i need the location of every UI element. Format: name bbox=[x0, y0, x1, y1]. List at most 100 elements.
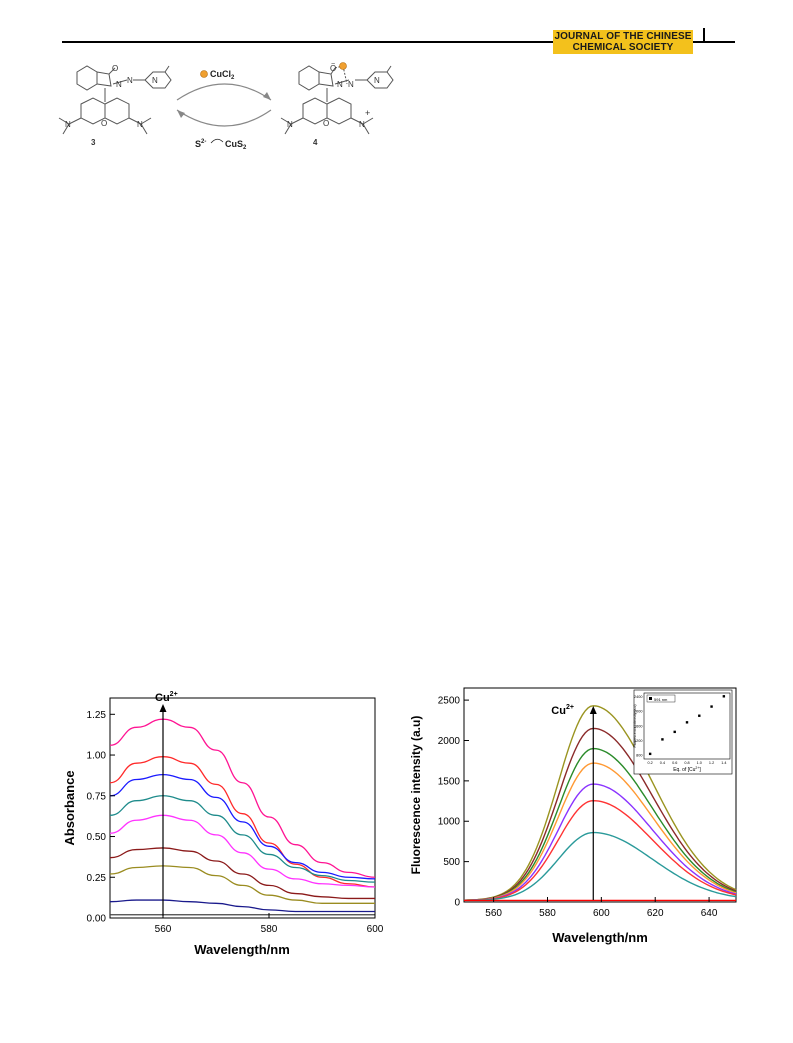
absorbance-series-2 bbox=[109, 756, 376, 888]
fluorescence-y-tick-label: 2500 bbox=[438, 696, 461, 707]
inset-y-tick-label: 1600 bbox=[634, 724, 642, 728]
fluorescence-series-4 bbox=[464, 762, 737, 901]
fluorescence-series-2 bbox=[463, 727, 737, 901]
fluorescence-series-6 bbox=[463, 799, 737, 901]
absorbance-x-tick-label: 600 bbox=[367, 924, 384, 935]
absorbance-y-tick-label: 0.50 bbox=[87, 832, 107, 843]
header-rule bbox=[62, 41, 735, 43]
reverse-arrowhead bbox=[177, 110, 185, 118]
absorbance-series-6 bbox=[109, 847, 375, 900]
journal-title-line2: CHEMICAL SOCIETY bbox=[572, 42, 674, 53]
inset-y-tick-label: 1200 bbox=[634, 739, 642, 743]
inset-y-label: Fluorescence intensity (a.u) bbox=[633, 705, 637, 748]
absorbance-series-8 bbox=[109, 899, 375, 913]
sulfide-label: S2- bbox=[195, 139, 206, 149]
fluorescence-y-tick-label: 2000 bbox=[438, 736, 461, 747]
inset-x-tick-label: 1.2 bbox=[709, 761, 714, 765]
header-tick bbox=[703, 28, 705, 42]
fluorescence-x-tick-label: 620 bbox=[647, 908, 664, 919]
absorbance-series-4 bbox=[109, 795, 376, 883]
absorbance-y-tick-label: 0.00 bbox=[87, 914, 107, 925]
inset-x-tick-label: 0.4 bbox=[660, 761, 665, 765]
absorbance-x-label: Wavelength/nm bbox=[194, 942, 290, 957]
absorbance-y-label: Absorbance bbox=[62, 770, 77, 845]
reaction-scheme: O N N N O N N 3 CuCl2 S2- CuS2 O − N N N… bbox=[58, 61, 394, 151]
inset-chart: 591 nm 0.2 0.4 0.6 0.8 1.0 1.2 1.4 800 1200 1600 2… bbox=[633, 689, 733, 775]
xanthene-o-left: O bbox=[101, 119, 107, 128]
absorbance-y-tick-label: 1.25 bbox=[87, 710, 107, 721]
inset-point bbox=[710, 705, 713, 708]
fluorescence-x-tick-label: 580 bbox=[539, 908, 556, 919]
amine-n-left-b: N bbox=[137, 120, 143, 129]
fluorescence-plot-frame bbox=[463, 687, 737, 903]
cus2-label: CuS2 bbox=[225, 139, 247, 151]
compound-3-structure bbox=[58, 65, 172, 135]
forward-arrow bbox=[176, 83, 272, 101]
inset-legend-marker bbox=[649, 697, 652, 700]
inset-y-tick-label: 800 bbox=[636, 754, 642, 758]
pyridine-n-left: N bbox=[152, 76, 158, 85]
compound-3-label: 3 bbox=[91, 138, 96, 147]
copper-dot-icon bbox=[200, 70, 208, 78]
inset-plot-frame bbox=[643, 692, 731, 760]
compound-4-structure bbox=[280, 65, 394, 135]
inset-point bbox=[661, 738, 664, 741]
journal-title-line1: JOURNAL OF THE CHINESE bbox=[554, 31, 692, 42]
fluorescence-y-tick-label: 500 bbox=[443, 857, 460, 868]
fluorescence-y-tick-label: 0 bbox=[454, 898, 460, 909]
forward-arrowhead bbox=[263, 92, 271, 100]
fluorescence-x-label: Wavelength/nm bbox=[552, 930, 648, 945]
inset-point bbox=[673, 730, 676, 734]
fluorescence-arrowhead bbox=[589, 706, 597, 714]
absorbance-arrowhead bbox=[159, 704, 167, 712]
absorbance-y-tick-label: 1.00 bbox=[87, 751, 107, 762]
plus-charge: + bbox=[365, 108, 370, 118]
fluorescence-x-tick-label: 600 bbox=[593, 908, 610, 919]
inset-y-tick-label: 2000 bbox=[634, 710, 642, 714]
hydrazone-n-right: N bbox=[127, 76, 133, 85]
fluorescence-x-tick-label: 560 bbox=[485, 908, 502, 919]
fluorescence-series-7 bbox=[464, 831, 737, 901]
inset-x-label: Eq. of [Cu2+] bbox=[673, 766, 701, 773]
inset-point bbox=[722, 695, 726, 698]
inset-x-tick-label: 0.2 bbox=[648, 761, 653, 765]
fluorescence-y-label: Fluorescence intensity (a.u) bbox=[409, 716, 423, 875]
compound-4-label: 4 bbox=[313, 138, 318, 147]
fluorescence-series-5 bbox=[463, 783, 737, 901]
absorbance-plot-frame bbox=[109, 697, 376, 919]
fluorescence-x-tick-label: 640 bbox=[701, 908, 718, 919]
fluorescence-series-1 bbox=[463, 705, 737, 901]
inset-point bbox=[648, 752, 652, 756]
absorbance-series-1 bbox=[109, 718, 376, 878]
inset-x-tick-label: 1.4 bbox=[721, 761, 726, 765]
absorbance-chart: 560 580 600 0.00 0.25 0.50 0.75 1.00 1.25 Cu2+ W… bbox=[62, 691, 384, 957]
inset-frame bbox=[633, 689, 733, 775]
sulfide-curved-arrow bbox=[210, 138, 224, 144]
cucl2-label: CuCl2 bbox=[210, 69, 235, 81]
xanthene-o-right: O bbox=[323, 119, 329, 128]
fluorescence-y-tick-label: 1000 bbox=[438, 817, 461, 828]
absorbance-series-7 bbox=[109, 865, 375, 904]
inset-x-tick-label: 1.0 bbox=[697, 761, 702, 765]
amine-n-left-a: N bbox=[65, 120, 71, 129]
inset-legend-box bbox=[646, 694, 676, 703]
carbonyl-o-label: O bbox=[112, 64, 118, 73]
fluorescence-y-tick-label: 1500 bbox=[438, 776, 461, 787]
inset-point bbox=[685, 721, 689, 724]
absorbance-x-tick-label: 580 bbox=[261, 924, 278, 935]
inset-legend-text: 591 nm bbox=[654, 697, 668, 702]
inset-x-tick-label: 0.6 bbox=[672, 761, 677, 765]
absorbance-y-tick-label: 0.75 bbox=[87, 791, 107, 802]
inset-y-tick-label: 2400 bbox=[634, 695, 642, 699]
phenolate-o-label: O bbox=[330, 64, 336, 73]
absorbance-x-tick-label: 560 bbox=[155, 924, 172, 935]
absorbance-cu-label: Cu2+ bbox=[155, 691, 178, 704]
inset-point bbox=[698, 714, 701, 717]
hydrazone-n-left: N bbox=[116, 80, 122, 89]
complex-n-left: N bbox=[337, 80, 343, 89]
amine-n-right-b: N bbox=[359, 120, 365, 129]
fluorescence-chart: 560 580 600 620 640 0 500 1000 1500 2000 2500 Cu2+… bbox=[409, 687, 737, 945]
minus-charge: − bbox=[331, 61, 335, 68]
fluorescence-series-3 bbox=[464, 747, 737, 901]
fluorescence-cu-label: Cu2+ bbox=[551, 704, 574, 717]
